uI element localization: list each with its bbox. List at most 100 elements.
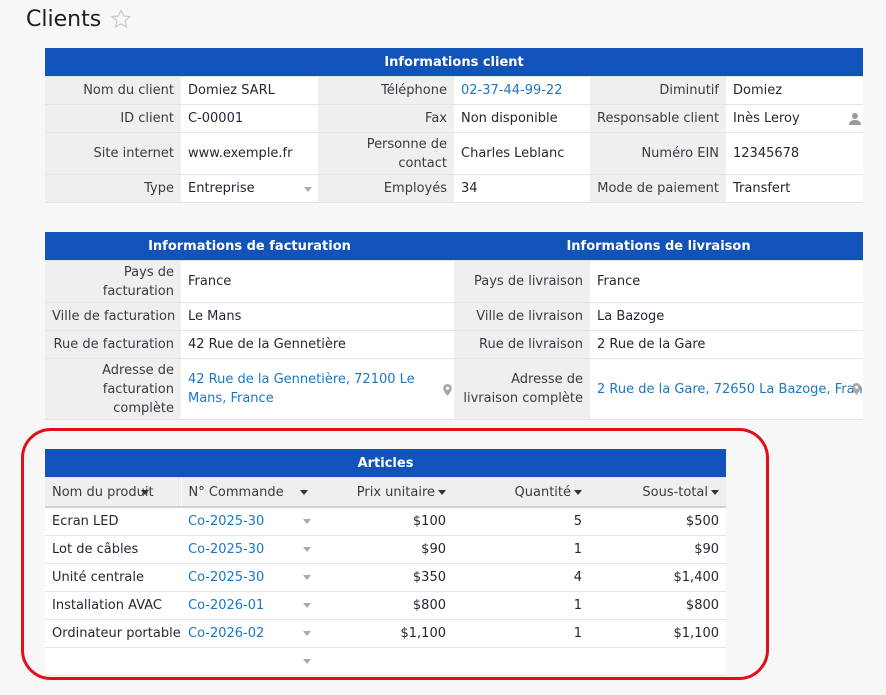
order-select[interactable]: Co-2025-30: [181, 507, 317, 536]
field-label: Pays de facturation: [45, 260, 181, 303]
column-header-order[interactable]: N° Commande: [180, 477, 317, 508]
employees-value[interactable]: 34: [454, 174, 590, 203]
unit-price[interactable]: $800: [317, 591, 453, 620]
field-label: Téléphone: [318, 76, 454, 105]
table-row[interactable]: Lot de câbles Co-2025-30 $90 1 $90: [45, 535, 727, 564]
chevron-down-icon[interactable]: [303, 575, 311, 580]
unit-price[interactable]: $1,100: [317, 619, 453, 648]
column-header-quantity[interactable]: Quantité: [453, 477, 589, 508]
ein-value[interactable]: 12345678: [726, 132, 864, 175]
table-row: Ville de facturation Le Mans Ville de li…: [45, 302, 864, 331]
field-label: Adresse de facturation complète: [45, 358, 181, 420]
order-link[interactable]: Co-2026-01: [188, 597, 265, 613]
shipping-city-value[interactable]: La Bazoge: [590, 302, 864, 331]
product-name[interactable]: Ecran LED: [45, 507, 181, 536]
field-label: Type: [45, 174, 181, 203]
billing-street-value[interactable]: 42 Rue de la Gennetière: [181, 330, 455, 359]
table-row: Rue de facturation 42 Rue de la Gennetiè…: [45, 330, 864, 359]
quantity[interactable]: 1: [453, 619, 589, 648]
billing-city-value[interactable]: Le Mans: [181, 302, 455, 331]
type-select[interactable]: Entreprise: [181, 174, 318, 203]
account-manager-cell[interactable]: Inès Leroy: [726, 104, 864, 133]
chevron-down-icon[interactable]: [303, 603, 311, 608]
payment-mode-value[interactable]: Transfert: [726, 174, 864, 203]
unit-price[interactable]: $90: [317, 535, 453, 564]
order-link[interactable]: Co-2025-30: [188, 541, 265, 557]
product-name[interactable]: Lot de câbles: [45, 535, 181, 564]
field-label: Pays de livraison: [454, 260, 591, 303]
quantity[interactable]: 5: [453, 507, 589, 536]
new-price-cell[interactable]: [317, 647, 453, 676]
order-link[interactable]: Co-2025-30: [188, 513, 265, 529]
field-label: Employés: [318, 174, 454, 203]
quantity[interactable]: 1: [453, 535, 589, 564]
client-name-value[interactable]: Domiez SARL: [181, 76, 318, 105]
order-select[interactable]: Co-2025-30: [181, 535, 317, 564]
table-row[interactable]: Unité centrale Co-2025-30 $350 4 $1,400: [45, 563, 727, 592]
chevron-down-icon: [304, 186, 312, 192]
product-name[interactable]: Installation AVAC: [45, 591, 181, 620]
billing-address-cell[interactable]: 42 Rue de la Gennetière, 72100 Le Mans, …: [181, 358, 455, 420]
type-value: Entreprise: [188, 181, 255, 196]
articles-header: Articles: [45, 449, 727, 478]
chevron-down-icon[interactable]: [303, 519, 311, 525]
order-select[interactable]: Co-2025-30: [181, 563, 317, 592]
new-quantity-cell[interactable]: [453, 647, 589, 676]
short-name-value[interactable]: Domiez: [726, 76, 864, 105]
column-header-subtotal[interactable]: Sous-total: [589, 477, 727, 508]
table-row: Site internet www.exemple.fr Personne de…: [45, 132, 864, 175]
shipping-address-link[interactable]: 2 Rue de la Gare, 72650 La Bazoge, Franc…: [597, 381, 864, 397]
table-row[interactable]: Ecran LED Co-2025-30 $100 5 $500: [45, 507, 727, 536]
chevron-down-icon[interactable]: [303, 547, 311, 552]
quantity[interactable]: 1: [453, 591, 589, 620]
map-pin-icon[interactable]: [852, 383, 861, 399]
column-header-product[interactable]: Nom du produit: [45, 477, 181, 508]
shipping-address-cell[interactable]: 2 Rue de la Gare, 72650 La Bazoge, Franc…: [590, 358, 864, 420]
billing-address-link[interactable]: 42 Rue de la Gennetière, 72100 Le Mans, …: [188, 372, 415, 406]
table-row: Pays de facturation France Pays de livra…: [45, 260, 864, 303]
unit-price[interactable]: $100: [317, 507, 453, 536]
fax-value[interactable]: Non disponible: [454, 104, 590, 133]
star-icon[interactable]: [110, 8, 132, 34]
chevron-down-icon[interactable]: [303, 659, 311, 664]
map-pin-icon[interactable]: [443, 383, 452, 402]
subtotal: $1,400: [589, 563, 727, 592]
field-label: Fax: [318, 104, 454, 133]
sort-caret-icon: [300, 490, 308, 495]
table-row: ID client C-00001 Fax Non disponible Res…: [45, 104, 864, 133]
order-link[interactable]: Co-2026-02: [188, 625, 265, 641]
phone-link[interactable]: 02-37-44-99-22: [454, 76, 590, 105]
website-value[interactable]: www.exemple.fr: [181, 132, 318, 175]
table-row[interactable]: Ordinateur portable Co-2026-02 $1,100 1 …: [45, 619, 727, 648]
table-row: Type Entreprise Employés 34 Mode de paie…: [45, 174, 864, 203]
new-order-select[interactable]: [181, 647, 317, 676]
order-select[interactable]: Co-2026-01: [181, 591, 317, 620]
product-name[interactable]: Ordinateur portable: [45, 619, 181, 648]
quantity[interactable]: 4: [453, 563, 589, 592]
billing-country-value[interactable]: France: [181, 260, 455, 303]
person-icon: [849, 112, 862, 130]
sort-caret-icon: [438, 489, 446, 495]
field-label: Site internet: [45, 132, 181, 175]
field-label: Responsable client: [590, 104, 726, 133]
table-row: Nom du client Domiez SARL Téléphone 02-3…: [45, 76, 864, 105]
new-product-cell[interactable]: [45, 647, 181, 676]
shipping-country-value[interactable]: France: [590, 260, 864, 303]
title-row: Clients: [26, 4, 132, 34]
order-select[interactable]: Co-2026-02: [181, 619, 317, 648]
unit-price[interactable]: $350: [317, 563, 453, 592]
contact-person-value[interactable]: Charles Leblanc: [454, 132, 590, 175]
product-name[interactable]: Unité centrale: [45, 563, 181, 592]
column-header-unit-price[interactable]: Prix unitaire: [317, 477, 453, 508]
subtotal: $500: [589, 507, 727, 536]
shipping-street-value[interactable]: 2 Rue de la Gare: [590, 330, 864, 359]
field-label: Numéro EIN: [590, 132, 726, 175]
order-link[interactable]: Co-2025-30: [188, 569, 265, 585]
client-id-value[interactable]: C-00001: [181, 104, 318, 133]
table-row[interactable]: Installation AVAC Co-2026-01 $800 1 $800: [45, 591, 727, 620]
field-label: Nom du client: [45, 76, 181, 105]
new-row[interactable]: [45, 647, 727, 676]
shipping-header: Informations de livraison: [454, 232, 864, 261]
chevron-down-icon[interactable]: [303, 631, 311, 636]
address-table: Informations de facturation Informations…: [45, 232, 864, 420]
